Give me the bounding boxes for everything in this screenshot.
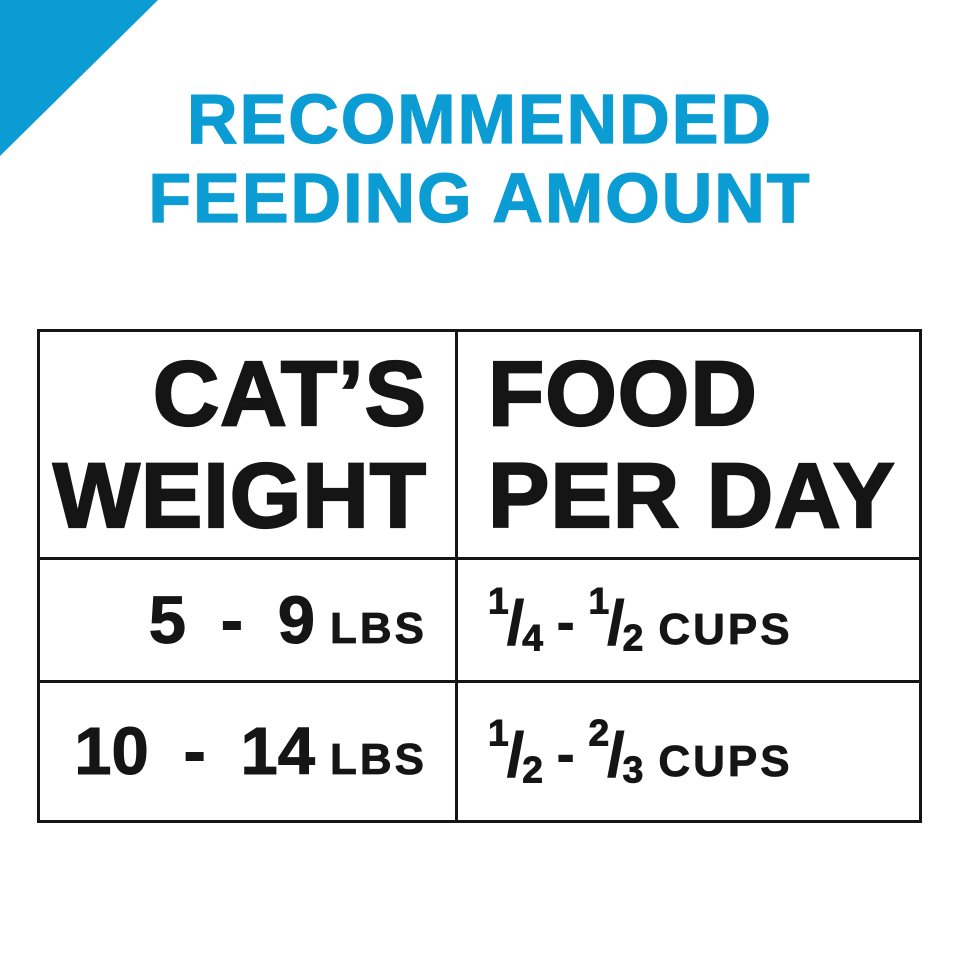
fraction-to-numerator-row-1: 1 — [588, 579, 610, 622]
fraction-to-denominator-row-1: 2 — [622, 617, 644, 660]
weight-range-row-1: 5 - 9 — [148, 582, 315, 658]
fraction-from-slash-row-1: / — [506, 589, 525, 659]
fraction-from-denominator-row-2: 2 — [522, 748, 544, 791]
weight-unit-row-2: LBS — [330, 735, 427, 785]
food-cell-row-1: 1/4-1/2 CUPS — [458, 560, 919, 683]
fraction-from-numerator-row-1: 1 — [488, 579, 510, 622]
header-cats-weight-text: CAT’S WEIGHT — [52, 341, 427, 547]
food-cell-row-2: 1/2-2/3 CUPS — [458, 683, 919, 820]
weight-unit-row-1: LBS — [330, 603, 427, 653]
fraction-to-numerator-row-2: 2 — [588, 711, 610, 754]
weight-cell-row-2: 10 - 14 LBS — [40, 683, 458, 820]
fraction-from-row-1: 1/4 — [488, 579, 544, 660]
food-value-row-1: 1/4-1/2 CUPS — [488, 579, 793, 660]
weight-cell-row-1: 5 - 9 LBS — [40, 560, 458, 683]
fraction-from-numerator-row-2: 1 — [488, 711, 510, 754]
header-food-per-day-line2: PER DAY — [487, 443, 896, 547]
title-line-1: RECOMMENDED — [186, 79, 773, 158]
fraction-to-denominator-row-2: 3 — [622, 748, 644, 791]
fraction-to-slash-row-2: / — [607, 720, 625, 790]
page-title: RECOMMENDED FEEDING AMOUNT — [0, 79, 960, 238]
header-food-per-day-line1: FOOD — [487, 341, 758, 445]
food-range-separator-row-1: - — [556, 593, 575, 653]
weight-range-row-2: 10 - 14 — [74, 714, 316, 790]
header-food-per-day-text: FOOD PER DAY — [487, 341, 896, 547]
header-cell-cats-weight: CAT’S WEIGHT — [40, 332, 458, 560]
food-range-separator-row-2: - — [556, 724, 575, 784]
fraction-from-denominator-row-1: 4 — [522, 617, 544, 660]
food-unit-row-1: CUPS — [658, 605, 793, 655]
header-cell-food-per-day: FOOD PER DAY — [458, 332, 919, 560]
fraction-to-slash-row-1: / — [607, 589, 625, 659]
weight-value-row-1: 5 - 9 LBS — [148, 582, 427, 659]
feeding-table: CAT’S WEIGHT FOOD PER DAY 5 - 9 LBS 1/4-1… — [37, 329, 922, 823]
header-cats-weight-line2: WEIGHT — [52, 443, 427, 547]
header-cats-weight-line1: CAT’S — [152, 341, 427, 445]
fraction-from-slash-row-2: / — [506, 720, 525, 790]
food-value-row-2: 1/2-2/3 CUPS — [488, 711, 793, 791]
fraction-to-row-2: 2/3 — [588, 711, 644, 791]
fraction-to-row-1: 1/2 — [588, 579, 644, 660]
food-unit-row-2: CUPS — [658, 736, 793, 787]
fraction-from-row-2: 1/2 — [488, 711, 544, 791]
weight-value-row-2: 10 - 14 LBS — [74, 713, 427, 790]
title-line-2: FEEDING AMOUNT — [148, 158, 812, 237]
